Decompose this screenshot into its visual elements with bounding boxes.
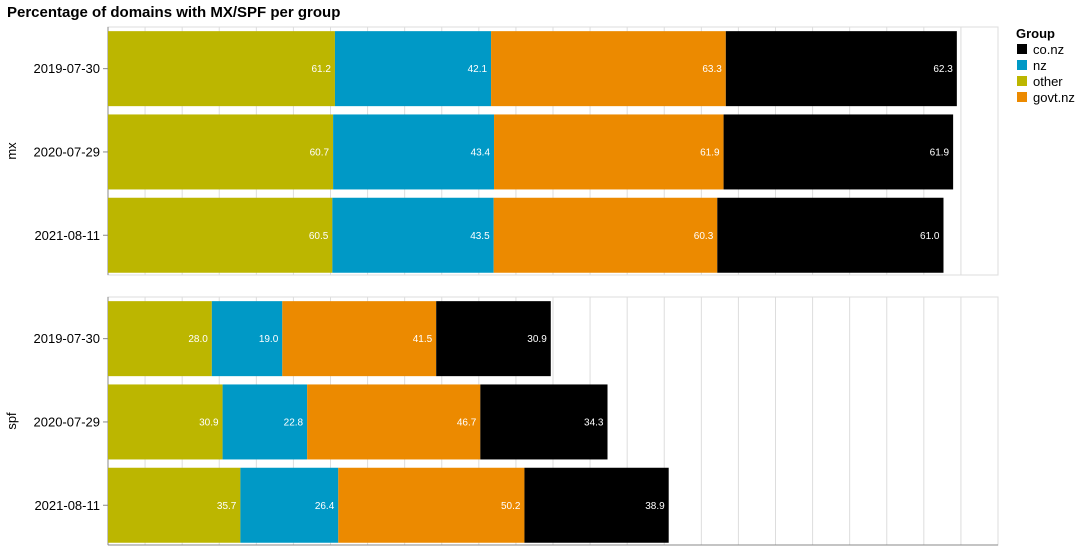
bar-spf-nz-2020-07-29 [222,384,308,460]
data-label: 43.5 [470,231,490,242]
bar-mx-other-2021-08-11 [108,197,333,273]
legend-swatch-co-nz [1017,44,1027,54]
legend-title: Group [1016,26,1055,41]
data-label: 22.8 [284,417,304,428]
legend-label-other: other [1033,74,1063,89]
data-label: 41.5 [413,334,433,345]
data-label: 19.0 [259,334,279,345]
bar-mx-govt-nz-2021-08-11 [493,197,718,273]
facet-spf: spf 2019-07-30 28.0 19.0 41.5 30.9 2020-07-29 3… [4,296,999,546]
bar-spf-govt-nz-2021-08-11 [338,467,525,543]
legend-label-govt-nz: govt.nz [1033,90,1075,105]
data-label: 35.7 [217,501,237,512]
bar-spf-govt-nz-2020-07-29 [307,384,481,460]
bar-spf-other-2021-08-11 [108,467,241,543]
data-label: 61.9 [700,147,720,158]
data-label: 34.3 [584,417,604,428]
bar-mx-co-nz-2021-08-11 [717,197,944,273]
data-label: 62.3 [933,64,953,75]
category-label: 2021-08-11 [34,498,100,513]
bar-mx-govt-nz-2019-07-30 [491,31,726,107]
category-label: 2020-07-29 [34,414,101,429]
data-label: 38.9 [645,501,665,512]
category-label: 2021-08-11 [34,228,100,243]
bar-spf-govt-nz-2019-07-30 [282,301,437,377]
legend-label-co-nz: co.nz [1033,42,1064,57]
data-label: 61.2 [311,64,331,75]
data-label: 61.0 [920,231,940,242]
data-label: 42.1 [468,64,488,75]
data-label: 63.3 [702,64,722,75]
bar-mx-nz-2021-08-11 [332,197,494,273]
data-label: 43.4 [471,147,491,158]
legend-swatch-govt-nz [1017,92,1027,102]
bar-mx-govt-nz-2020-07-29 [494,114,724,190]
data-label: 60.7 [310,147,330,158]
data-label: 30.9 [199,417,219,428]
legend-swatch-nz [1017,60,1027,70]
facet-mx: mx 2019-07-30 61.2 42.1 63.3 62.3 2020-07-29 60… [4,26,999,276]
category-label: 2019-07-30 [34,61,101,76]
facet-label-spf: spf [4,412,19,430]
bar-spf-co-nz-2020-07-29 [480,384,608,460]
bar-spf-co-nz-2019-07-30 [436,301,551,377]
bar-spf-nz-2021-08-11 [240,467,339,543]
legend-label-nz: nz [1033,58,1047,73]
bar-spf-other-2020-07-29 [108,384,223,460]
data-label: 30.9 [527,334,547,345]
bar-spf-nz-2019-07-30 [211,301,283,377]
category-label: 2020-07-29 [34,144,101,159]
data-label: 60.5 [309,231,329,242]
legend-swatch-other [1017,76,1027,86]
data-label: 60.3 [694,231,714,242]
bar-spf-other-2019-07-30 [108,301,212,377]
bar-mx-other-2019-07-30 [108,31,335,107]
category-label: 2019-07-30 [34,331,101,346]
bar-mx-co-nz-2020-07-29 [723,114,954,190]
data-label: 46.7 [457,417,477,428]
data-label: 50.2 [501,501,521,512]
data-label: 26.4 [315,501,335,512]
bar-mx-co-nz-2019-07-30 [725,31,957,107]
data-label: 28.0 [188,334,208,345]
bar-mx-nz-2019-07-30 [334,31,492,107]
bar-spf-co-nz-2021-08-11 [524,467,669,543]
bar-mx-nz-2020-07-29 [333,114,495,190]
data-label: 61.9 [930,147,950,158]
facet-label-mx: mx [4,142,19,160]
bar-mx-other-2020-07-29 [108,114,334,190]
chart-title: Percentage of domains with MX/SPF per gr… [7,4,340,21]
